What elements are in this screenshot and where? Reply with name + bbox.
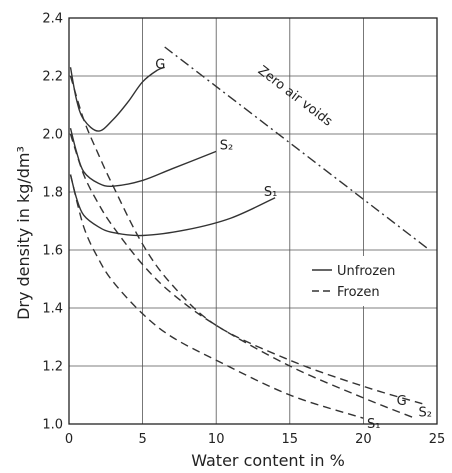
series-layer — [69, 46, 431, 419]
tick-labels: 0 5 10 15 20 25 1.0 1.2 1.4 1.6 1.8 2.0 2.2 2.4 — [42, 12, 445, 448]
x-tick-label: 5 — [138, 432, 146, 447]
y-tick-label: 2.2 — [42, 70, 63, 85]
curve-label: S₂ — [220, 139, 233, 154]
curve-label: S₂ — [418, 405, 431, 420]
legend-label-frozen: Frozen — [337, 285, 380, 300]
legend-label-unfrozen: Unfrozen — [337, 264, 395, 279]
curve-labels: G S₂ S₁ G S₂ S₁ Zero air voids — [155, 57, 432, 432]
legend: Unfrozen Frozen — [306, 256, 412, 306]
plot-frame — [68, 17, 438, 425]
y-tick-label: 1.4 — [42, 302, 63, 317]
series-line — [69, 66, 165, 132]
y-tick-label: 1.0 — [42, 418, 63, 433]
x-tick-label: 25 — [429, 432, 446, 447]
y-tick-label: 2.4 — [42, 12, 63, 27]
curve-label: S₁ — [264, 185, 277, 200]
curve-label: G — [155, 57, 165, 72]
y-axis-title: Dry density in kg/dm³ — [14, 146, 33, 320]
y-tick-label: 1.2 — [42, 360, 63, 375]
zero-air-voids-label: Zero air voids — [255, 63, 335, 129]
legend-box — [306, 256, 412, 306]
series-line — [69, 75, 423, 405]
x-tick-label: 20 — [355, 432, 372, 447]
grid — [68, 17, 438, 425]
series-line — [69, 174, 276, 237]
plot-border — [68, 17, 438, 425]
x-tick-label: 10 — [208, 432, 225, 447]
series-line — [164, 46, 431, 251]
x-tick-label: 0 — [65, 432, 73, 447]
x-axis-title: Water content in % — [191, 451, 345, 470]
y-tick-label: 1.8 — [42, 186, 63, 201]
x-tick-label: 15 — [282, 432, 299, 447]
series-line — [69, 174, 364, 419]
y-tick-label: 2.0 — [42, 128, 63, 143]
curve-label: G — [397, 394, 407, 409]
curve-label: S₁ — [367, 417, 380, 432]
series-line — [69, 128, 217, 188]
y-tick-label: 1.6 — [42, 244, 63, 259]
